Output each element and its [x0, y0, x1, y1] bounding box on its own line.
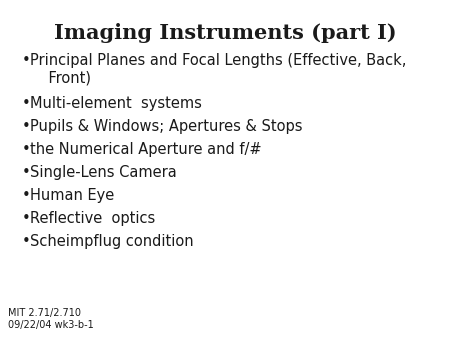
- Text: Multi-element  systems: Multi-element systems: [30, 96, 202, 111]
- Text: •: •: [22, 165, 31, 179]
- Text: Pupils & Windows; Apertures & Stops: Pupils & Windows; Apertures & Stops: [30, 119, 302, 134]
- Text: Principal Planes and Focal Lengths (Effective, Back,
    Front): Principal Planes and Focal Lengths (Effe…: [30, 53, 406, 86]
- Text: •: •: [22, 53, 31, 68]
- Text: •: •: [22, 234, 31, 248]
- Text: •: •: [22, 119, 31, 134]
- Text: the Numerical Aperture and f/#: the Numerical Aperture and f/#: [30, 142, 261, 156]
- Text: Scheimpflug condition: Scheimpflug condition: [30, 234, 194, 248]
- Text: MIT 2.71/2.710
09/22/04 wk3-b-1: MIT 2.71/2.710 09/22/04 wk3-b-1: [8, 308, 94, 330]
- Text: Human Eye: Human Eye: [30, 188, 114, 202]
- Text: •: •: [22, 211, 31, 225]
- Text: •: •: [22, 188, 31, 202]
- Text: •: •: [22, 96, 31, 111]
- Text: Reflective  optics: Reflective optics: [30, 211, 155, 225]
- Text: •: •: [22, 142, 31, 156]
- Text: Imaging Instruments (part I): Imaging Instruments (part I): [54, 23, 396, 43]
- Text: Single-Lens Camera: Single-Lens Camera: [30, 165, 177, 179]
